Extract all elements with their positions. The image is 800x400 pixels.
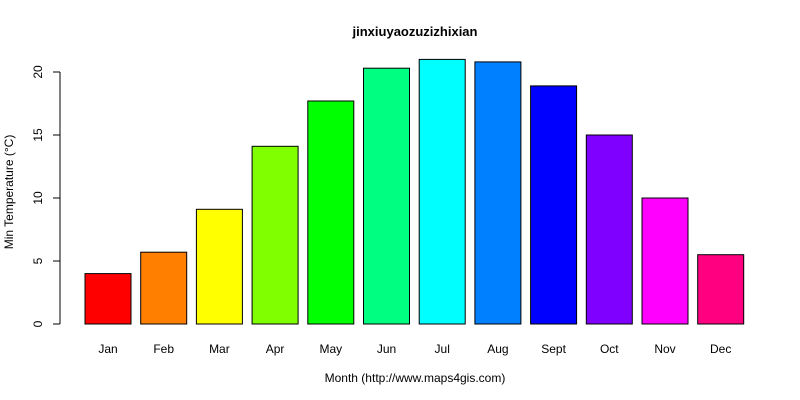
bar-oct: [585, 134, 633, 325]
x-tick-label: Dec: [710, 342, 731, 356]
bar-sept: [530, 85, 578, 325]
x-tick-label: Feb: [153, 342, 174, 356]
y-axis-label: Min Temperature (°C): [2, 135, 16, 250]
y-tick-label: 20: [31, 65, 45, 79]
x-tick-labels: Jan Feb Mar Apr May Jun Jul Aug Sept Oct Nov Dec: [98, 342, 731, 356]
x-tick-label: May: [319, 342, 342, 356]
y-tick-label: 5: [31, 257, 45, 264]
x-tick-label: Sept: [541, 342, 566, 356]
x-axis-label: Month (http://www.maps4gis.com): [325, 371, 506, 385]
bar-apr: [251, 145, 299, 325]
x-tick-label: Nov: [654, 342, 675, 356]
x-tick-label: Mar: [209, 342, 230, 356]
bar-may: [307, 100, 355, 325]
x-tick-label: Apr: [266, 342, 285, 356]
bar-dec: [697, 254, 745, 325]
bar-jul: [418, 58, 466, 325]
y-tick-label: 15: [31, 128, 45, 142]
x-tick-label: Jan: [98, 342, 117, 356]
x-tick-label: Jul: [435, 342, 450, 356]
bar-mar: [195, 208, 243, 325]
bar-feb: [140, 251, 188, 325]
x-tick-label: Oct: [600, 342, 619, 356]
bar-nov: [641, 197, 689, 325]
chart-title: jinxiuyaozuzizhixian: [352, 24, 478, 39]
y-tick-label: 10: [31, 191, 45, 205]
x-tick-label: Jun: [377, 342, 396, 356]
y-tick-labels: 0 5 10 15 20: [31, 65, 45, 327]
bar-jan: [84, 273, 132, 325]
x-tick-label: Aug: [487, 342, 508, 356]
y-tick-label: 0: [31, 320, 45, 327]
bar-jun: [363, 67, 410, 325]
bar-aug: [474, 61, 522, 325]
y-axis: [53, 71, 61, 325]
bars: [84, 58, 745, 325]
